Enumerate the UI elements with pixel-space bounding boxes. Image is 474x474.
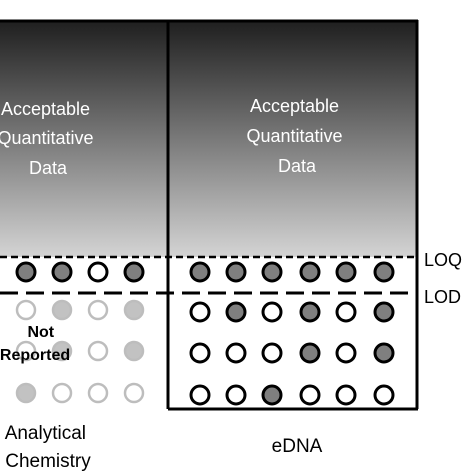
- right-marker: [225, 384, 247, 406]
- right-marker: [373, 342, 395, 364]
- not-reported-label: Not Reported: [0, 324, 70, 364]
- right-marker: [261, 384, 283, 406]
- left-category-line-2: Chemistry: [5, 451, 91, 472]
- right-marker: [373, 301, 395, 323]
- left-zone-line-3: Data: [29, 158, 68, 178]
- right-marker: [299, 384, 321, 406]
- left-category-label: Analytical Chemistry: [5, 423, 92, 472]
- left-faded-marker: [87, 382, 109, 404]
- right-category-label: eDNA: [272, 436, 323, 457]
- right-marker: [299, 342, 321, 364]
- left-zone-line-2: Quantitative: [0, 128, 94, 148]
- right-marker: [299, 301, 321, 323]
- left-faded-marker: [51, 299, 73, 321]
- right-marker: [189, 301, 211, 323]
- left-zone-line-1: Acceptable: [1, 99, 90, 119]
- right-zone-line-3: Data: [278, 156, 317, 176]
- right-loq-marker: [373, 261, 395, 283]
- lod-label: LOD: [424, 287, 461, 307]
- left-loq-marker: [123, 261, 145, 283]
- left-faded-marker: [51, 340, 73, 362]
- left-faded-marker: [87, 340, 109, 362]
- right-loq-marker: [225, 261, 247, 283]
- right-loq-marker: [299, 261, 321, 283]
- marker-layer: [15, 261, 395, 406]
- not-reported-line-2: Reported: [0, 347, 70, 364]
- right-marker: [335, 384, 357, 406]
- left-category-line-1: Analytical: [5, 423, 86, 444]
- right-zone-line-1: Acceptable: [250, 96, 339, 116]
- not-reported-line-1: Not: [27, 324, 54, 341]
- left-zone-label: Acceptable Quantitative Data: [0, 99, 99, 178]
- right-marker: [189, 384, 211, 406]
- left-faded-marker: [123, 299, 145, 321]
- left-acceptable-zone: [0, 20, 168, 257]
- left-faded-marker: [15, 299, 37, 321]
- left-faded-marker: [87, 299, 109, 321]
- right-loq-marker: [335, 261, 357, 283]
- left-faded-marker: [51, 382, 73, 404]
- left-faded-marker: [15, 340, 37, 362]
- right-marker: [261, 342, 283, 364]
- right-acceptable-zone: [168, 20, 418, 257]
- right-marker: [335, 301, 357, 323]
- right-marker: [373, 384, 395, 406]
- right-marker: [261, 301, 283, 323]
- right-loq-marker: [189, 261, 211, 283]
- right-loq-marker: [261, 261, 283, 283]
- left-faded-marker: [15, 382, 37, 404]
- right-marker: [189, 342, 211, 364]
- loq-label: LOQ: [424, 250, 462, 270]
- right-category-line-1: eDNA: [272, 436, 323, 457]
- right-marker: [225, 342, 247, 364]
- right-zone-line-2: Quantitative: [246, 126, 342, 146]
- right-marker: [335, 342, 357, 364]
- left-loq-marker: [87, 261, 109, 283]
- right-marker: [225, 301, 247, 323]
- left-faded-marker: [123, 382, 145, 404]
- left-loq-marker: [15, 261, 37, 283]
- left-loq-marker: [51, 261, 73, 283]
- right-zone-label: Acceptable Quantitative Data: [246, 96, 347, 176]
- left-faded-marker: [123, 340, 145, 362]
